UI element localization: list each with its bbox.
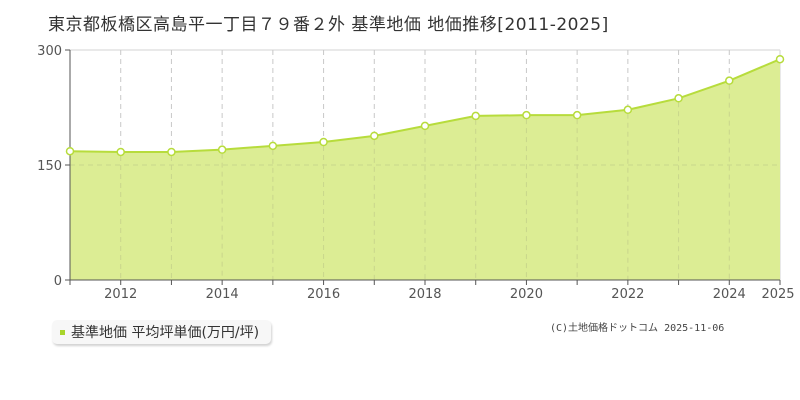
y-tick-label: 0 <box>54 274 62 289</box>
tick-labels: 0 150 300 2012 2014 2016 2018 2020 2022 2024 2025 <box>37 44 794 302</box>
y-tick-label: 300 <box>37 44 62 59</box>
data-point-marker <box>572 110 582 120</box>
data-markers <box>65 54 785 157</box>
data-point-marker <box>674 94 683 103</box>
chart-title: 東京都板橋区高島平一丁目７９番２外 基準地価 地価推移[2011-2025] <box>48 15 609 35</box>
data-point-marker <box>217 145 227 154</box>
data-point-marker <box>65 146 75 156</box>
x-tick-label: 2024 <box>713 287 746 302</box>
data-point-marker <box>725 76 734 85</box>
x-tick-label: 2020 <box>510 287 543 302</box>
axes <box>65 49 781 285</box>
data-point-marker <box>623 105 633 115</box>
x-tick-label: 2022 <box>611 287 644 302</box>
data-point-marker <box>471 111 480 121</box>
x-tick-label: 2018 <box>408 287 441 302</box>
data-point-marker <box>522 110 531 120</box>
legend: 基準地価 平均坪単価(万円/坪) <box>52 320 272 344</box>
data-point-marker <box>319 137 328 147</box>
data-point-marker <box>775 54 785 64</box>
x-tick-label: 2016 <box>307 287 340 302</box>
legend-label: 基準地価 平均坪単価(万円/坪) <box>71 325 260 341</box>
legend-swatch-icon <box>60 329 65 335</box>
data-point-marker <box>420 121 430 131</box>
data-point-marker <box>268 141 278 151</box>
x-tick-label: 2025 <box>761 287 794 302</box>
y-tick-label: 150 <box>37 159 62 174</box>
data-point-marker <box>116 147 125 157</box>
copyright-credit: (C)土地価格ドットコム 2025-11-06 <box>550 323 725 334</box>
x-tick-label: 2014 <box>206 287 239 302</box>
data-point-marker <box>370 131 379 141</box>
data-point-marker <box>167 147 176 157</box>
x-tick-label: 2012 <box>104 287 137 302</box>
